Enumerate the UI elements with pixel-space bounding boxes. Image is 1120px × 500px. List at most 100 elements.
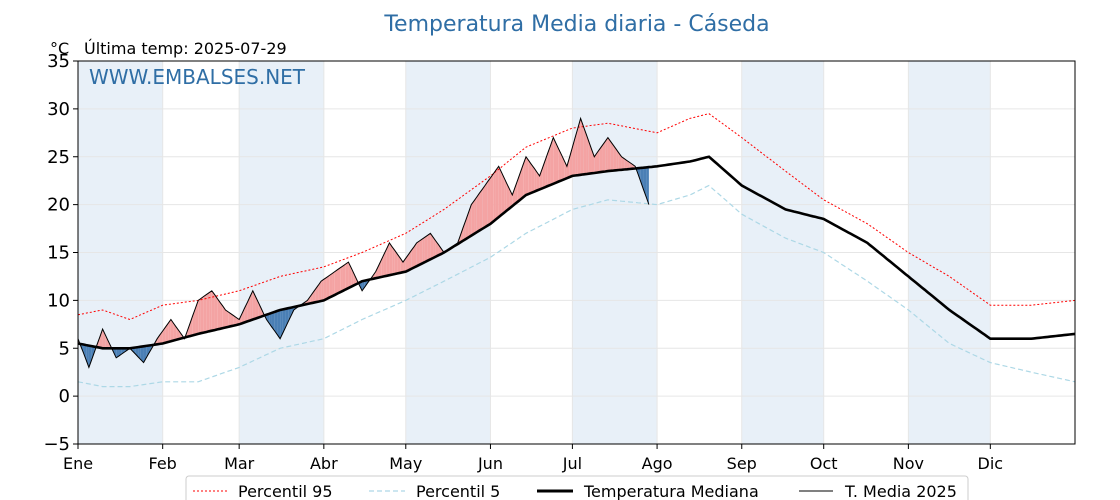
anomaly-fill-above [627, 160, 630, 170]
y-tick-label: 20 [47, 195, 70, 216]
anomaly-fill-above [392, 246, 395, 275]
anomaly-fill-above [566, 156, 570, 179]
anomaly-fill-below [288, 307, 292, 322]
anomaly-fill-above [493, 170, 496, 222]
x-tick-label: Jul [562, 454, 582, 473]
anomaly-fill-above [383, 248, 387, 277]
y-tick-label: 25 [47, 147, 70, 168]
anomaly-fill-above [329, 273, 333, 298]
anomaly-fill-above [233, 315, 237, 326]
anomaly-fill-above [220, 302, 223, 329]
anomaly-fill-above [405, 254, 409, 272]
anomaly-fill-above [203, 294, 207, 333]
series-line-p95 [77, 113, 1076, 321]
watermark-text: WWW.EMBALSES.NET [89, 65, 306, 89]
anomaly-fill-above [553, 137, 557, 184]
anomaly-fill-below [88, 345, 92, 368]
anomaly-fill-above [307, 296, 311, 304]
anomaly-fill-below [362, 280, 365, 291]
anomaly-fill-above [607, 137, 611, 172]
series-line-p5 [77, 184, 1076, 388]
anomaly-fill-above [214, 294, 218, 331]
anomaly-fill-below [140, 346, 144, 363]
anomaly-fill-below [274, 310, 278, 335]
anomaly-fill-below [138, 346, 141, 360]
anomaly-fill-above [419, 239, 423, 265]
anomaly-fill-above [318, 281, 322, 302]
anomaly-fill-above [490, 173, 494, 224]
anomaly-fill-above [618, 152, 622, 171]
anomaly-fill-below [280, 309, 283, 339]
anomaly-fill-above [575, 128, 578, 176]
anomaly-fill-below [277, 309, 281, 339]
anomaly-fill-above [433, 237, 436, 258]
anomaly-fill-above [586, 133, 589, 175]
anomaly-fill-above [323, 277, 327, 301]
anomaly-fill-above [413, 242, 417, 268]
anomaly-fill-above [602, 141, 606, 172]
x-tick-label: Feb [149, 454, 177, 473]
legend-label-current: T. Media 2025 [844, 482, 957, 500]
anomaly-fill-above [416, 241, 420, 267]
anomaly-fill-above [463, 219, 466, 241]
anomaly-fill-above [255, 296, 259, 319]
anomaly-fill-above [427, 233, 431, 261]
anomaly-fill-above [321, 279, 324, 301]
anomaly-fill-above [334, 269, 338, 295]
anomaly-fill-above [556, 143, 559, 183]
legend: Percentil 95 Percentil 5 Temperatura Med… [185, 475, 969, 500]
anomaly-fill-above [230, 313, 234, 327]
legend-label-median: Temperatura Mediana [583, 482, 759, 500]
legend-box [185, 475, 969, 500]
anomaly-fill-above [225, 309, 229, 328]
anomaly-fill-above [165, 323, 169, 343]
anomaly-fill-above [342, 263, 346, 291]
y-tick-label: 35 [47, 51, 70, 72]
anomaly-fill-above [512, 187, 516, 207]
anomaly-fill-above [195, 300, 199, 335]
x-tick-label: May [389, 454, 422, 473]
anomaly-fill-above [501, 172, 505, 215]
anomaly-fill-above [340, 265, 343, 293]
anomaly-fill-above [422, 237, 425, 264]
anomaly-fill-below [271, 311, 275, 332]
anomaly-fill-above [198, 298, 201, 334]
anomaly-fill-above [397, 254, 401, 274]
anomaly-fill-below [121, 348, 125, 354]
anomaly-fill-above [170, 319, 174, 342]
y-axis-ticks: −5 0 5 10 15 20 25 30 35 [43, 51, 78, 455]
anomaly-fill-above [580, 118, 584, 175]
anomaly-fill-above [539, 168, 543, 190]
y-tick-label: 30 [47, 99, 70, 120]
x-axis-ticks: Ene Feb Mar Abr May Jun Jul Ago Sep Oct Nov Dic [63, 444, 1003, 473]
anomaly-fill-above [495, 166, 499, 220]
anomaly-fill-above [258, 302, 262, 318]
series-line-median [77, 155, 1076, 350]
anomaly-fill-above [520, 164, 524, 200]
anomaly-fill-above [241, 308, 245, 324]
anomaly-fill-below [646, 167, 649, 205]
anomaly-fill-above [583, 126, 587, 175]
x-tick-label: Ene [63, 454, 93, 473]
anomaly-fill-above [558, 149, 562, 182]
anomaly-fill-above [310, 292, 313, 304]
chart-title: Temperatura Media diaria - Cáseda [383, 12, 769, 37]
anomaly-fill-above [162, 327, 166, 344]
unit-label: °C [50, 39, 69, 58]
anomaly-fill-below [91, 346, 95, 360]
anomaly-fill-above [610, 141, 614, 171]
x-tick-label: Sep [727, 454, 757, 473]
anomaly-fill-above [577, 118, 581, 176]
anomaly-fill-above [531, 164, 535, 193]
series-line-current [77, 116, 650, 369]
anomaly-fill-above [613, 145, 617, 171]
anomaly-fill-above [468, 204, 472, 238]
anomaly-fill-above [476, 193, 480, 233]
anomaly-fill-above [616, 149, 619, 171]
anomaly-fill-above [332, 271, 335, 297]
anomaly-fill-above [435, 241, 439, 257]
anomaly-fill-above [430, 233, 434, 260]
anomaly-fill-above [588, 141, 592, 174]
anomaly-fill-above [411, 246, 414, 269]
